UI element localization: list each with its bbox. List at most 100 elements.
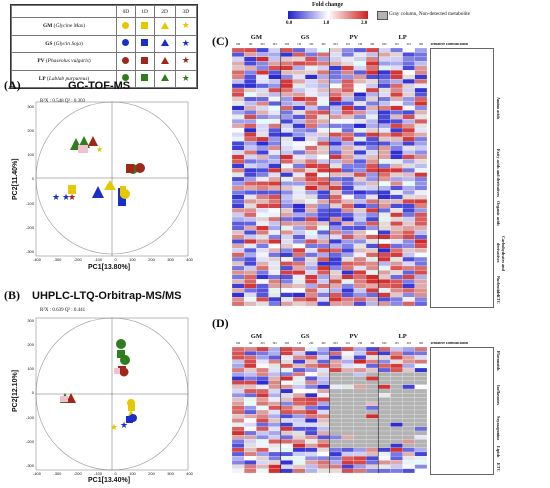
- heatmap-cell: [280, 359, 294, 364]
- heatmap-cell: [378, 248, 391, 253]
- heatmap-cell: [414, 363, 427, 369]
- svg-text:★: ★: [120, 420, 128, 430]
- heatmap-cell: [232, 274, 245, 280]
- heatmap-cell: [365, 163, 379, 169]
- heatmap-cell: [329, 56, 342, 62]
- heatmap-cell: [244, 114, 257, 120]
- heatmap-cell: [390, 56, 403, 62]
- heatmap-cell: [341, 252, 354, 258]
- heatmap-cell: [402, 221, 415, 227]
- heatmap-cell: [317, 221, 330, 227]
- heatmap-cell: [292, 351, 306, 356]
- heatmap-cell: [378, 456, 391, 461]
- heatmap-cell: [378, 405, 391, 411]
- heatmap-cell: [341, 181, 354, 186]
- heatmap-cell: [317, 376, 330, 381]
- heatmap-cell: [353, 199, 367, 204]
- heatmap-cell: [244, 301, 257, 306]
- legend-col-1d: 1D: [134, 4, 155, 19]
- heatmap-cell: [353, 216, 367, 222]
- heatmap-cell: [341, 274, 354, 280]
- heatmap-cell: [353, 159, 367, 164]
- heatmap-cell: [390, 430, 403, 436]
- heatmap-cell: [414, 355, 427, 360]
- heatmap-cell: [244, 225, 257, 231]
- heatmap-cell: [402, 154, 415, 160]
- heatmap-cell: [256, 123, 269, 129]
- heatmap-cell: [378, 261, 391, 267]
- heatmap-cell: [268, 123, 281, 129]
- heatmap-cell: [256, 190, 269, 195]
- heatmap-cell: [341, 414, 354, 419]
- heatmap-cell: [268, 176, 281, 182]
- heatmap-cell: [292, 79, 306, 84]
- heatmap-cell: [390, 141, 403, 146]
- heatmap-cell: [305, 283, 318, 289]
- heatmap-cell: [378, 234, 391, 240]
- heatmap-cell: [317, 239, 330, 244]
- heatmap-cell: [280, 409, 294, 415]
- heatmap-cell: [353, 190, 367, 195]
- heatmap-cell: [353, 132, 367, 138]
- heatmap-cell: [353, 83, 367, 89]
- heatmap-cell: [341, 288, 354, 293]
- heatmap-cell: [256, 447, 269, 453]
- heatmap-cell: [390, 464, 403, 469]
- heatmap-cell: [317, 347, 330, 352]
- heatmap-cell: [232, 265, 245, 271]
- heatmap-cell: [268, 74, 281, 80]
- heatmap-cell: [402, 141, 415, 146]
- heatmap-cell: [365, 119, 379, 124]
- heatmap-cell: [402, 74, 415, 80]
- heatmap-cell: [317, 110, 330, 115]
- triangle-marker-icon: [160, 21, 169, 29]
- heatmap-cell: [390, 397, 403, 402]
- heatmap-cell: [317, 119, 330, 124]
- heatmap-cell: [268, 292, 281, 298]
- heatmap-cell: [365, 380, 379, 385]
- star-marker-icon: ★: [181, 37, 190, 48]
- heatmap-cell: [317, 426, 330, 432]
- heatmap-cell: [292, 234, 306, 240]
- heatmap-cell: [365, 292, 379, 298]
- heatmap-cell: [378, 123, 391, 129]
- heatmap-cell: [244, 409, 257, 415]
- heatmap-cell: [280, 119, 294, 124]
- heatmap-cell: [305, 460, 318, 465]
- panel-a-yticks: 300 200 100 0 -100 -200 -300: [25, 104, 34, 254]
- heatmap-cell: [329, 405, 342, 411]
- heatmap-cell: [378, 297, 391, 302]
- heatmap-cell: [341, 145, 354, 151]
- heatmap-cell: [353, 163, 367, 169]
- heatmap-cell: [244, 194, 257, 200]
- heatmap-cell: [268, 468, 281, 473]
- heatmap-cell: [292, 96, 306, 102]
- heatmap-cell: [390, 127, 403, 133]
- heatmap-cell: [292, 248, 306, 253]
- heatmap-cell: [280, 159, 294, 164]
- heatmap-cell: [402, 388, 415, 394]
- heatmap-cell: [353, 355, 367, 360]
- heatmap-cell: [292, 132, 306, 138]
- heatmap-cell: [378, 401, 391, 406]
- heatmap-cell: [292, 367, 306, 373]
- heatmap-cell: [244, 376, 257, 381]
- heatmap-cell: [244, 265, 257, 271]
- heatmap-cell: [365, 132, 379, 138]
- heatmap-cell: [329, 355, 342, 360]
- heatmap-cell: [268, 422, 281, 427]
- square-marker-icon: [141, 39, 149, 47]
- heatmap-cell: [280, 401, 294, 406]
- heatmap-cell: [256, 159, 269, 164]
- heatmap-cell: [353, 87, 367, 93]
- heatmap-cell: [280, 265, 294, 271]
- panel-d-categories: Flavonoids Isoflavones Soyasaponins Lipi…: [496, 351, 501, 472]
- panel-d-heatmap: [232, 347, 427, 473]
- heatmap-cell: [232, 270, 245, 275]
- heatmap-cell: [280, 397, 294, 402]
- heatmap-cell: [414, 376, 427, 381]
- heatmap-cell: [378, 393, 391, 398]
- heatmap-cell: [353, 405, 367, 411]
- legend-row-gm: GM (Glycine Max) ★: [11, 17, 198, 36]
- heatmap-cell: [390, 48, 403, 53]
